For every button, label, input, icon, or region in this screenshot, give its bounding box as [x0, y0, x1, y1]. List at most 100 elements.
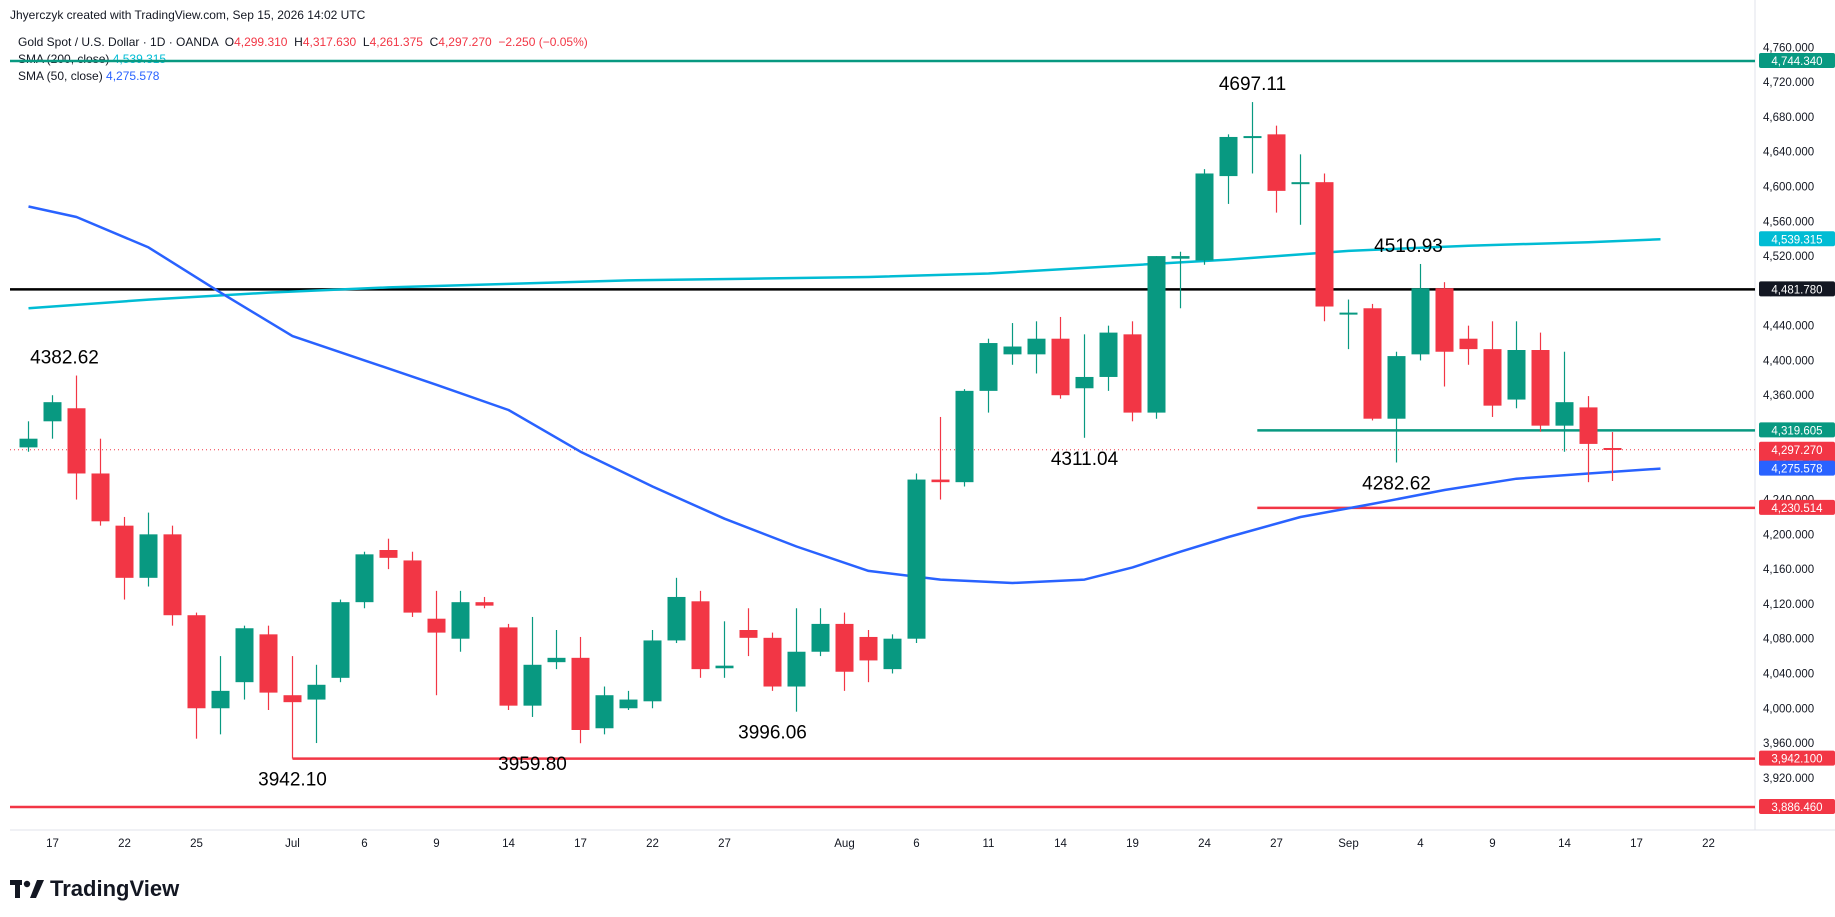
- candle: [1267, 125, 1286, 213]
- candle-body: [1099, 332, 1118, 377]
- candle-body: [1003, 346, 1022, 355]
- candle: [1339, 299, 1358, 350]
- candle-body: [403, 560, 422, 613]
- level-price-tag-box: [1759, 422, 1835, 438]
- candle-body: [1267, 134, 1286, 191]
- price-annotation: 4697.11: [1219, 74, 1286, 95]
- candle: [1555, 351, 1574, 452]
- x-tick-label: Sep: [1338, 838, 1358, 850]
- sma50-row[interactable]: SMA (50, close) 4,275.578: [18, 68, 588, 85]
- x-tick-label: 11: [983, 838, 995, 850]
- candle: [1099, 325, 1118, 391]
- x-tick-label: 6: [361, 838, 367, 850]
- y-tick-label: 4,360.000: [1763, 390, 1814, 402]
- candle: [115, 516, 134, 600]
- candle: [67, 375, 86, 500]
- candle: [331, 599, 350, 683]
- sma200-row[interactable]: SMA (200, close) 4,539.315: [18, 51, 588, 68]
- tradingview-logo-icon: [10, 880, 44, 898]
- candle-body: [1315, 182, 1334, 307]
- low-value: 4,261.375: [369, 35, 423, 49]
- candle: [235, 625, 254, 700]
- candle-body: [787, 651, 806, 687]
- x-tick-label: 4: [1417, 838, 1424, 850]
- candle-body: [427, 618, 446, 633]
- candle-body: [259, 634, 278, 693]
- price-annotation: 4510.93: [1374, 236, 1443, 257]
- close-value: 4,297.270: [438, 35, 492, 49]
- change-value: −2.250 (−0.05%): [498, 35, 588, 49]
- candle: [91, 438, 110, 526]
- close-label: C: [429, 35, 439, 49]
- candle: [979, 338, 998, 413]
- tradingview-logo: TradingView: [10, 876, 179, 902]
- x-tick-label: 17: [46, 838, 59, 850]
- candle: [1195, 169, 1214, 265]
- y-tick-label: 4,200.000: [1763, 529, 1814, 541]
- author-line: Jhyerczyk created with TradingView.com, …: [10, 8, 366, 22]
- candle-body: [547, 657, 566, 663]
- high-value: 4,317.630: [302, 35, 357, 49]
- level-price-tag: 3,942.100: [1759, 750, 1835, 766]
- x-tick-label: 17: [574, 838, 587, 850]
- candle-body: [1507, 350, 1526, 400]
- x-tick-label: 6: [913, 838, 919, 850]
- open-value: 4,299.310: [234, 35, 288, 49]
- candle-body: [811, 623, 830, 652]
- candle: [763, 632, 782, 691]
- indicator-price-tag: 4,539.315: [1759, 231, 1835, 247]
- x-tick-label: 9: [433, 838, 439, 850]
- level-price-tag-label: 4,230.514: [1771, 503, 1823, 515]
- indicator-price-tag: 4,275.578: [1759, 460, 1835, 476]
- candle: [1483, 321, 1502, 417]
- candle-body: [523, 664, 542, 706]
- symbol-name[interactable]: Gold Spot / U.S. Dollar · 1D · OANDA: [18, 35, 219, 49]
- candle-body: [1411, 288, 1430, 355]
- level-price-tag-box: [1759, 499, 1835, 515]
- x-tick-label: 14: [1558, 838, 1571, 850]
- sma200-label: SMA (200, close): [18, 52, 110, 66]
- y-tick-label: 4,760.000: [1763, 42, 1814, 54]
- x-tick-label: 14: [1054, 838, 1067, 850]
- candle-body: [139, 534, 158, 578]
- candle-body: [91, 473, 110, 522]
- candle-body: [595, 695, 614, 729]
- candle-body: [619, 699, 638, 709]
- open-label: O: [224, 35, 235, 49]
- candle: [1315, 173, 1334, 322]
- candle: [1027, 321, 1046, 374]
- sma200-value: 4,539.315: [112, 52, 167, 66]
- candle: [1147, 256, 1166, 419]
- y-tick-label: 4,400.000: [1763, 355, 1814, 367]
- candle-body: [451, 602, 470, 639]
- candle-body: [931, 479, 950, 483]
- candle: [475, 596, 494, 609]
- candle: [787, 608, 806, 712]
- candle: [1003, 323, 1022, 365]
- level-price-tag-box: [1759, 798, 1835, 814]
- candle-body: [43, 402, 62, 422]
- candle: [283, 656, 302, 759]
- candle: [547, 630, 566, 670]
- price-annotation: 4282.62: [1362, 474, 1431, 495]
- level-price-tag-label: 3,942.100: [1771, 754, 1822, 766]
- y-tick-label: 4,640.000: [1763, 147, 1814, 159]
- candle: [1291, 154, 1310, 225]
- candle: [451, 590, 470, 652]
- candle-body: [1603, 447, 1622, 450]
- candle: [571, 636, 590, 744]
- candle-body: [379, 550, 398, 558]
- sma50-value: 4,275.578: [106, 69, 160, 83]
- candle-body: [283, 695, 302, 703]
- candle: [595, 686, 614, 735]
- candle: [163, 525, 182, 626]
- x-tick-label: 14: [502, 838, 515, 850]
- level-price-tag-label: 4,319.605: [1771, 425, 1822, 437]
- candle-body: [235, 628, 254, 683]
- y-tick-label: 3,920.000: [1763, 773, 1814, 785]
- candle-body: [67, 408, 86, 474]
- price-chart[interactable]: 3,920.000 3,960.000 4,000.000 4,040.000 4,08…: [0, 0, 1835, 870]
- indicator-price-tag-label: 4,539.315: [1771, 234, 1822, 246]
- candle-body: [763, 637, 782, 687]
- candle: [1051, 316, 1070, 399]
